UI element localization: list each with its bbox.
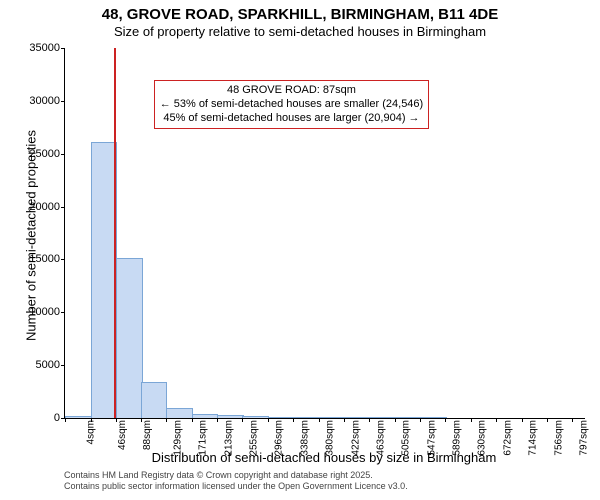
chart-subtitle: Size of property relative to semi-detach… (0, 24, 600, 39)
plot-area: 050001000015000200002500030000350004sqm4… (64, 48, 585, 419)
histogram-bar (293, 417, 320, 418)
x-tick-mark (369, 418, 370, 422)
x-tick-mark (445, 418, 446, 422)
x-tick-mark (471, 418, 472, 422)
y-tick-label: 5000 (16, 359, 65, 371)
x-tick-mark (293, 418, 294, 422)
x-tick-mark (192, 418, 193, 422)
y-tick-label: 10000 (16, 306, 65, 318)
histogram-bar (319, 417, 346, 418)
y-tick-label: 0 (16, 412, 65, 424)
histogram-bar (369, 417, 396, 418)
annotation-box: 48 GROVE ROAD: 87sqm← 53% of semi-detach… (154, 80, 430, 129)
histogram-bar (141, 382, 168, 418)
x-tick-label: 46sqm (117, 420, 128, 450)
histogram-bar (166, 408, 193, 419)
x-tick-mark (166, 418, 167, 422)
histogram-bar (116, 258, 143, 418)
histogram-bar (242, 416, 269, 418)
histogram-bar (395, 417, 422, 418)
y-tick-mark (61, 312, 65, 313)
x-tick-mark (116, 418, 117, 422)
x-tick-mark (319, 418, 320, 422)
y-tick-label: 30000 (16, 95, 65, 107)
chart-title: 48, GROVE ROAD, SPARKHILL, BIRMINGHAM, B… (0, 6, 600, 23)
histogram-bar (344, 417, 371, 418)
histogram-bar (217, 415, 244, 418)
x-tick-label: 88sqm (142, 420, 153, 450)
histogram-bar (268, 417, 295, 418)
y-tick-label: 35000 (16, 42, 65, 54)
x-tick-mark (572, 418, 573, 422)
attribution-line2: Contains public sector information licen… (64, 481, 408, 492)
y-tick-mark (61, 48, 65, 49)
x-tick-mark (344, 418, 345, 422)
annotation-line2: ← 53% of semi-detached houses are smalle… (160, 97, 424, 111)
annotation-line1: 48 GROVE ROAD: 87sqm (160, 83, 424, 97)
y-tick-label: 20000 (16, 201, 65, 213)
histogram-bar (65, 416, 92, 418)
y-tick-label: 25000 (16, 148, 65, 160)
x-tick-mark (395, 418, 396, 422)
histogram-bar (91, 142, 118, 418)
chart-container: 48, GROVE ROAD, SPARKHILL, BIRMINGHAM, B… (0, 0, 600, 500)
x-tick-mark (65, 418, 66, 422)
y-tick-mark (61, 154, 65, 155)
x-tick-mark (242, 418, 243, 422)
x-tick-mark (141, 418, 142, 422)
histogram-bar (420, 417, 447, 418)
annotation-line3: 45% of semi-detached houses are larger (… (160, 111, 424, 125)
y-tick-label: 15000 (16, 253, 65, 265)
attribution-line1: Contains HM Land Registry data © Crown c… (64, 470, 408, 481)
x-tick-mark (268, 418, 269, 422)
y-tick-mark (61, 259, 65, 260)
y-tick-mark (61, 365, 65, 366)
property-marker-line (114, 48, 116, 418)
y-tick-mark (61, 101, 65, 102)
x-tick-mark (420, 418, 421, 422)
x-tick-mark (217, 418, 218, 422)
histogram-bar (192, 414, 219, 418)
attribution: Contains HM Land Registry data © Crown c… (64, 470, 408, 492)
y-tick-mark (61, 207, 65, 208)
x-tick-label: 4sqm (85, 420, 96, 444)
x-tick-mark (547, 418, 548, 422)
x-tick-mark (522, 418, 523, 422)
x-tick-mark (91, 418, 92, 422)
x-tick-mark (496, 418, 497, 422)
x-axis-label: Distribution of semi-detached houses by … (64, 450, 584, 465)
